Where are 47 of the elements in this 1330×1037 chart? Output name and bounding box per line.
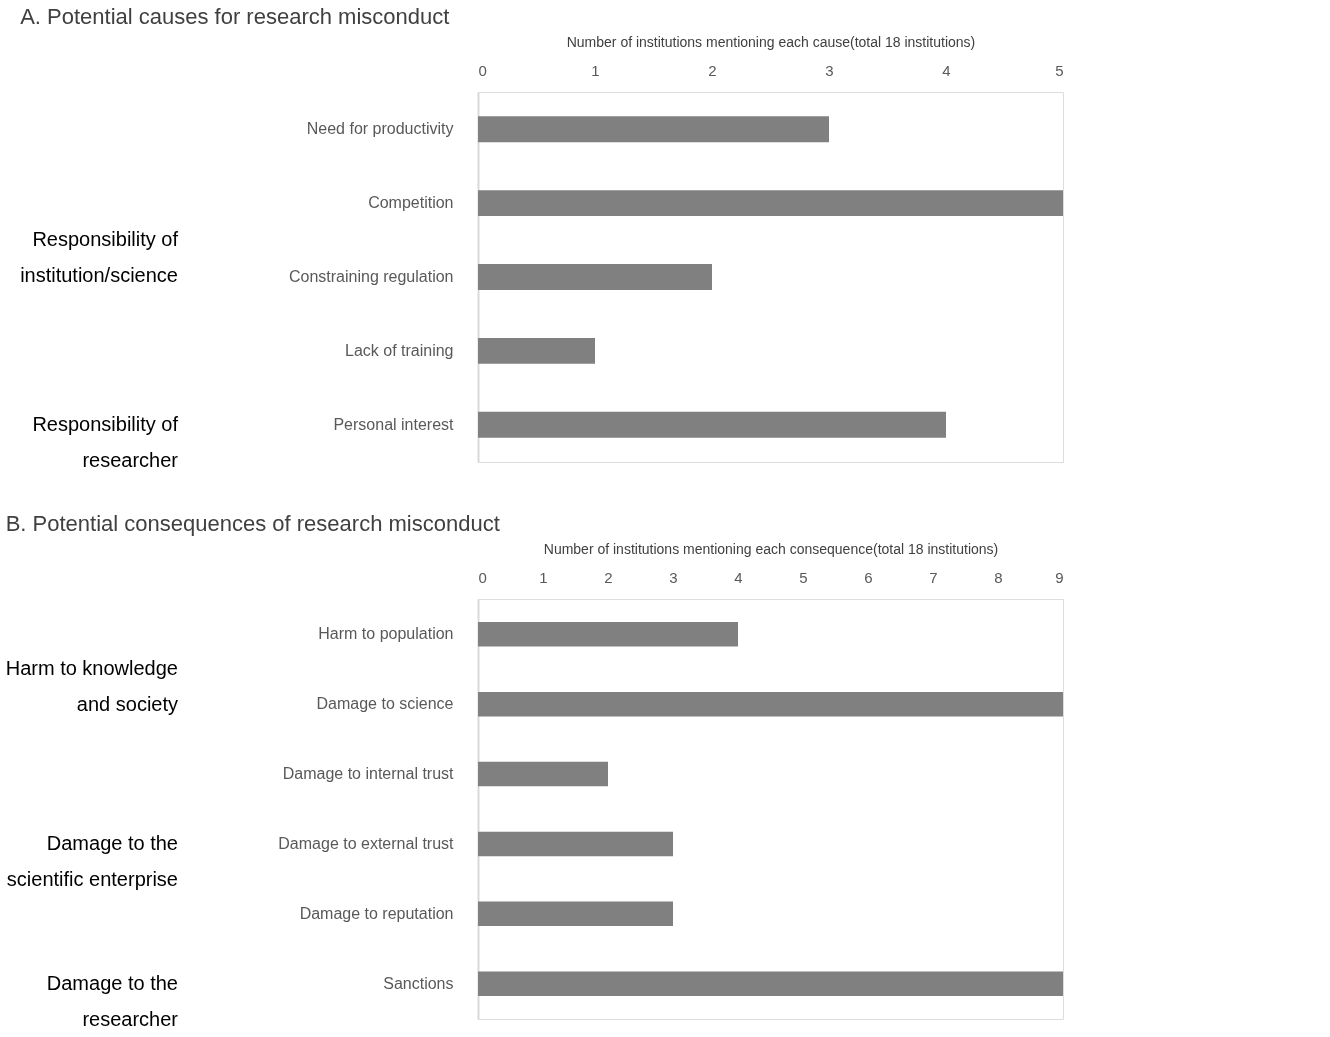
y-tick-label: Damage to internal trust: [282, 765, 455, 783]
x-axis-title: Number of institutions mentioning each cause(total 18 institutions): [566, 33, 976, 50]
y-tick-label: Damage to external trust: [278, 834, 455, 852]
bar: [478, 622, 738, 647]
x-tick-label: 5: [799, 568, 808, 586]
bar: [478, 831, 673, 857]
x-tick-label: 5: [1055, 61, 1064, 79]
y-tick-label: Lack of training: [344, 341, 454, 359]
text: Responsibility of researcher: [32, 413, 179, 471]
text: Damage to the researcher: [46, 972, 179, 1030]
y-tick-label: Harm to population: [318, 625, 454, 643]
y-tick-label: Need for productivity: [306, 120, 454, 138]
x-tick-label: 3: [669, 568, 678, 586]
text: B. Potential consequences of research misconduct: [5, 511, 500, 536]
bar: [478, 971, 1063, 996]
y-tick-label: Damage to reputation: [299, 904, 454, 922]
x-tick-label: 0: [478, 568, 487, 586]
x-tick-label: 6: [864, 568, 873, 586]
bar: [478, 761, 608, 787]
x-tick-label: 7: [929, 568, 938, 586]
text: Responsibility of institution/science: [20, 228, 179, 286]
x-tick-label: 4: [734, 568, 743, 586]
y-tick-label: Damage to science: [316, 695, 454, 713]
x-tick-label: 8: [994, 568, 1003, 586]
x-tick-label: 9: [1055, 568, 1064, 586]
x-tick-label: 1: [539, 568, 548, 586]
bar: [478, 190, 1063, 217]
x-tick-label: 1: [591, 61, 600, 79]
bar: [478, 901, 673, 927]
x-tick-label: 2: [604, 568, 613, 586]
x-tick-label: 0: [478, 61, 487, 79]
text: A. Potential causes for research misconduct: [20, 4, 450, 29]
bar: [478, 116, 829, 143]
x-tick-label: 4: [942, 61, 951, 79]
bar: [478, 264, 712, 290]
text: Damage to the scientific enterprise: [6, 832, 178, 890]
x-axis-title: Number of institutions mentioning each consequence(total 18 institutions): [543, 540, 999, 557]
bar: [478, 411, 946, 438]
y-tick-label: Sanctions: [383, 974, 454, 992]
x-tick-label: 3: [825, 61, 834, 79]
y-tick-label: Competition: [368, 194, 454, 212]
y-tick-label: Personal interest: [333, 415, 455, 433]
text: Harm to knowledge and society: [5, 657, 178, 715]
x-tick-label: 2: [708, 61, 717, 79]
y-tick-label: Constraining regulation: [288, 268, 454, 285]
bar: [478, 691, 1063, 717]
bar: [478, 337, 595, 364]
